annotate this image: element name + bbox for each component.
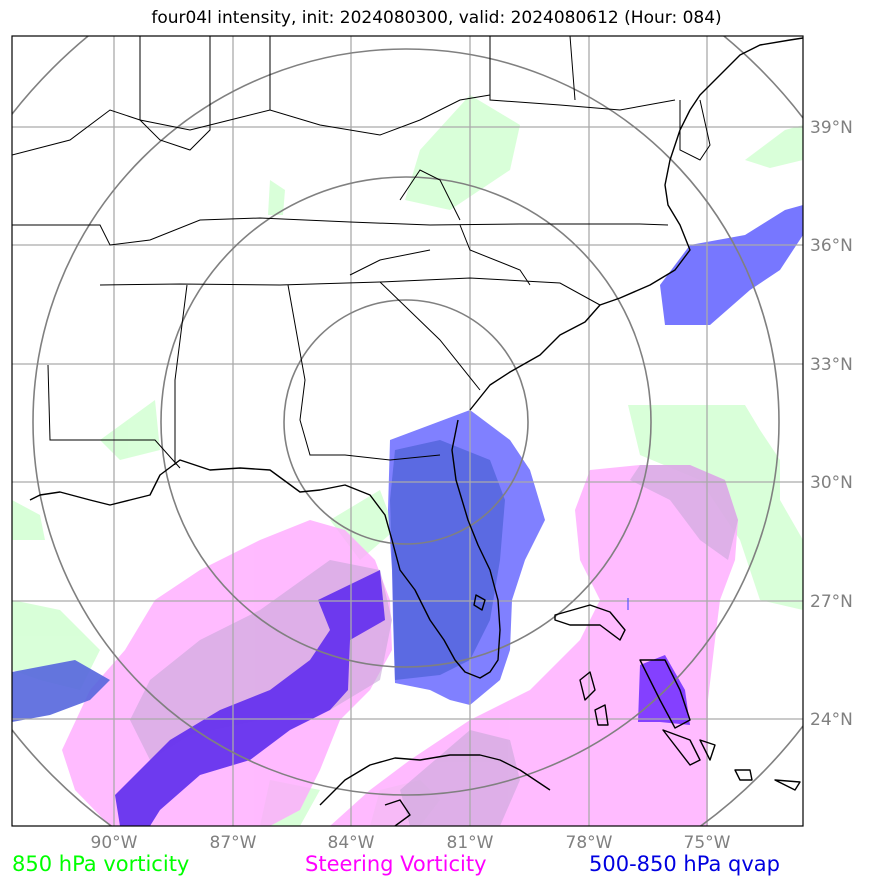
latitude-labels: 39°N 36°N 33°N 30°N 27°N 24°N	[810, 118, 853, 730]
qvap-shading	[12, 205, 803, 826]
state-borders	[12, 36, 711, 469]
lon-label: 78°W	[566, 833, 613, 853]
legend-steering-vorticity: Steering Vorticity	[305, 852, 487, 876]
lon-label: 84°W	[328, 833, 375, 853]
legend-850-vorticity: 850 hPa vorticity	[12, 852, 190, 876]
lat-label: 36°N	[810, 236, 853, 256]
lat-label: 39°N	[810, 118, 853, 138]
map-frame	[11, 35, 804, 827]
legend-qvap: 500-850 hPa qvap	[589, 852, 780, 876]
lat-label: 33°N	[810, 355, 853, 375]
lon-label: 81°W	[447, 833, 494, 853]
lat-label: 24°N	[810, 710, 853, 730]
lat-label: 30°N	[810, 473, 853, 493]
lon-label: 87°W	[210, 833, 257, 853]
lon-label: 75°W	[684, 833, 731, 853]
map-title: four04l intensity, init: 2024080300, val…	[151, 8, 722, 28]
longitude-labels: 90°W 87°W 84°W 81°W 78°W 75°W	[91, 833, 731, 853]
graticule	[12, 36, 803, 826]
lat-label: 27°N	[810, 592, 853, 612]
coastlines	[29, 37, 803, 826]
lon-label: 90°W	[91, 833, 138, 853]
